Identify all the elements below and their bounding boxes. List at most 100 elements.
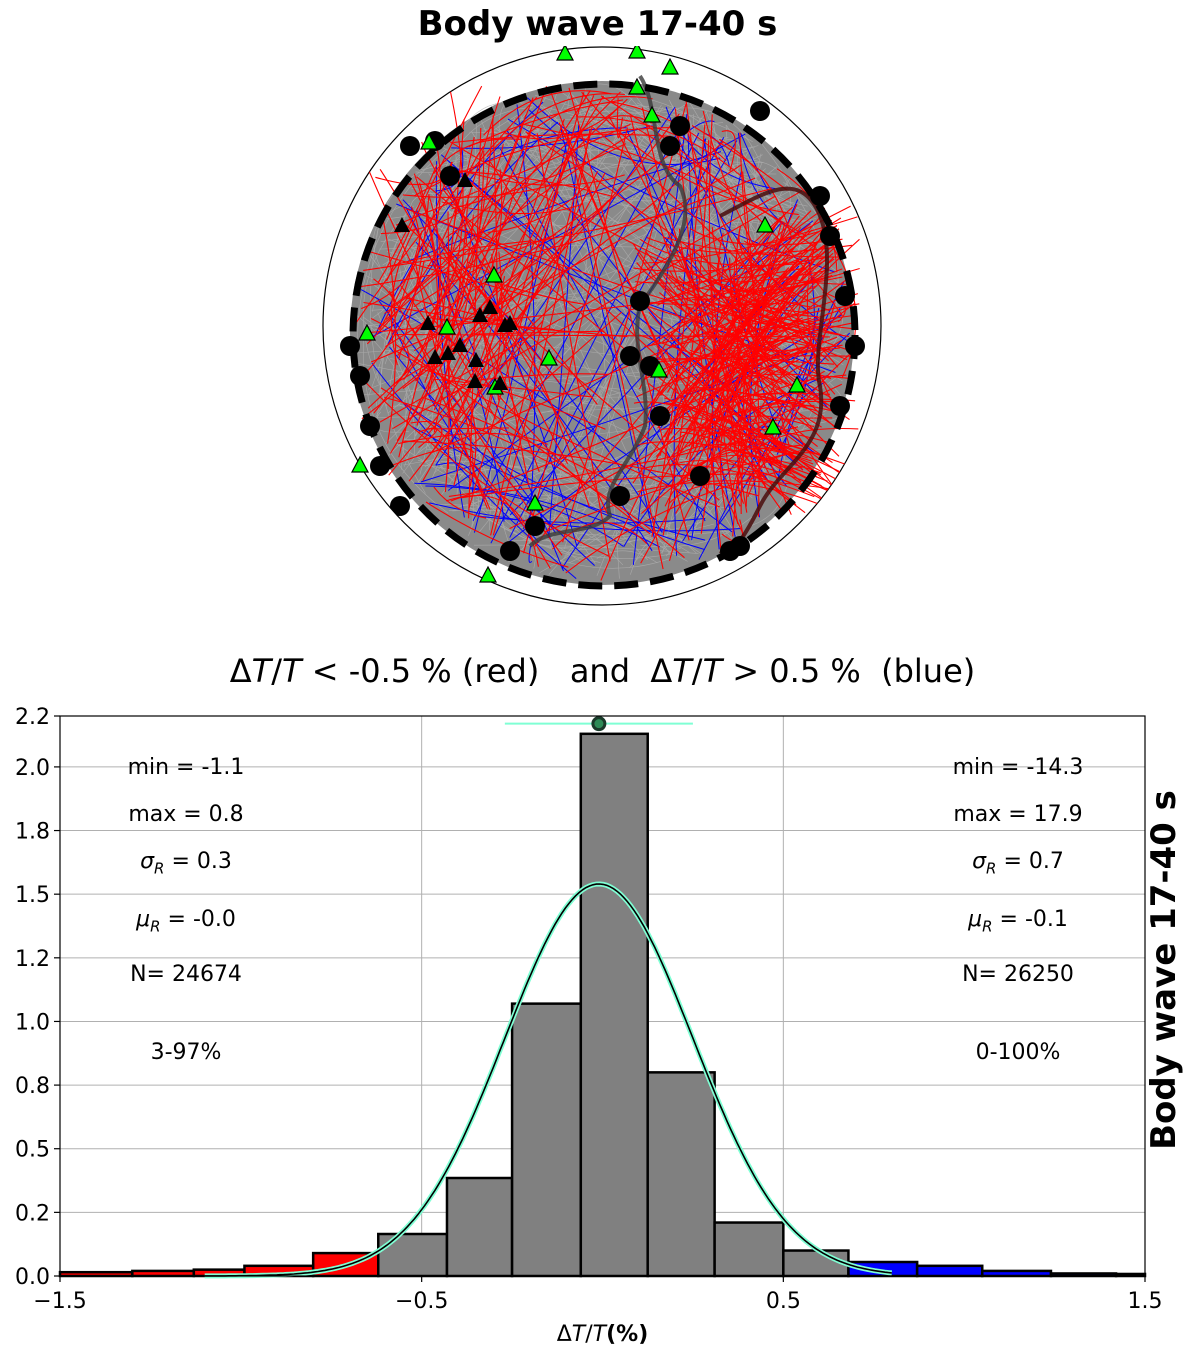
red-ray-path	[669, 270, 825, 337]
red-ray-path	[468, 127, 482, 519]
red-ray-path	[408, 320, 544, 482]
station-marker	[650, 360, 668, 378]
red-ray-path	[523, 127, 629, 554]
red-ray-path	[687, 253, 790, 360]
red-ray-path	[356, 96, 538, 323]
red-ray-path	[711, 227, 848, 361]
red-ray-path	[637, 480, 842, 493]
black-station-marker	[442, 165, 458, 180]
y-tick-label: 0.0	[15, 1265, 50, 1290]
red-ray-path	[425, 427, 509, 430]
x-axis-label: ΔT/T(%)	[556, 1322, 649, 1347]
gaussian-curve	[204, 883, 892, 1277]
plot-frame	[59, 715, 1146, 1277]
red-ray-path	[673, 346, 805, 474]
black-station-marker	[440, 345, 456, 360]
histogram-bar	[579, 732, 649, 1278]
red-ray-path	[386, 85, 483, 282]
red-ray-path	[737, 470, 832, 506]
event-marker	[630, 291, 650, 311]
right-min: min = -14.3	[952, 755, 1084, 780]
red-ray-path	[423, 292, 566, 439]
red-ray-path	[433, 486, 487, 519]
red-ray-path	[445, 129, 583, 406]
red-ray-path	[379, 195, 776, 423]
x-tick-label: 0.5	[766, 1289, 801, 1314]
station-marker	[358, 323, 376, 341]
station-marker	[485, 265, 503, 283]
red-ray-path	[461, 169, 625, 186]
red-ray-path	[398, 96, 501, 458]
red-ray-path	[450, 146, 484, 251]
station-marker	[556, 46, 574, 61]
station-marker	[540, 348, 558, 366]
red-ray-path	[382, 220, 397, 444]
red-ray-path	[669, 305, 822, 428]
coastline	[528, 74, 688, 548]
red-ray-path	[435, 115, 494, 369]
blue-ray-path	[681, 134, 776, 190]
gray-ray-path	[415, 421, 624, 566]
left-n: N= 24674	[130, 962, 242, 987]
event-marker	[620, 346, 640, 366]
red-ray-path	[708, 114, 739, 525]
gray-ray-path	[713, 142, 786, 212]
red-ray-path	[565, 466, 806, 574]
gray-ray-path	[386, 117, 515, 220]
blue-ray-path	[528, 545, 533, 564]
red-ray-path	[363, 188, 772, 271]
blue-ray-path	[435, 462, 474, 493]
red-ray-path	[576, 116, 743, 178]
red-ray-path	[718, 233, 784, 359]
gray-ray-path	[402, 116, 628, 474]
y-tick-label: 0.5	[15, 1138, 50, 1163]
black-station-marker	[427, 349, 443, 364]
red-ray-path	[536, 133, 611, 562]
red-ray-path	[670, 210, 812, 434]
event-marker	[525, 516, 545, 536]
red-ray-path	[446, 90, 464, 294]
red-ray-path	[478, 276, 569, 464]
red-ray-path	[491, 254, 530, 485]
black-station-marker	[472, 307, 488, 322]
red-ray-path	[390, 114, 527, 308]
gray-ray-path	[751, 485, 788, 526]
histogram-title: ΔT/T < -0.5 % (red) and ΔT/T > 0.5 % (bl…	[229, 652, 976, 690]
red-ray-path	[653, 258, 829, 406]
black-station-marker	[457, 172, 473, 187]
red-ray-path	[431, 318, 555, 331]
red-ray-path	[679, 431, 792, 475]
red-ray-path	[720, 355, 792, 443]
histogram-bar	[646, 1071, 716, 1278]
gray-ray-path	[522, 158, 714, 550]
red-ray-path	[458, 387, 477, 487]
red-ray-path	[445, 254, 537, 393]
histogram-bar	[510, 1002, 583, 1278]
y-tick-label: 1.8	[15, 820, 50, 845]
gray-ray-path	[396, 443, 581, 562]
y-tick-label: 2.0	[15, 756, 50, 781]
gray-ray-path	[533, 549, 671, 569]
red-ray-path	[468, 99, 624, 148]
red-ray-path	[636, 262, 783, 327]
red-ray-path	[745, 452, 812, 507]
red-ray-path	[565, 129, 664, 570]
blue-ray-path	[688, 120, 715, 131]
red-paths	[356, 85, 860, 581]
blue-ray-path	[451, 125, 653, 149]
red-ray-path	[735, 225, 840, 457]
event-marker	[670, 116, 690, 136]
gray-ray-path	[428, 503, 681, 549]
red-ray-path	[644, 250, 832, 399]
red-ray-path	[636, 252, 808, 410]
red-ray-path	[482, 251, 503, 432]
red-ray-path	[662, 139, 710, 536]
red-ray-path	[716, 256, 809, 314]
red-ray-path	[736, 238, 830, 312]
blue-ray-path	[687, 134, 736, 537]
event-marker	[610, 486, 630, 506]
station-marker	[643, 105, 661, 123]
red-ray-path	[430, 266, 458, 331]
red-ray-path	[657, 276, 815, 432]
station-marker	[661, 57, 679, 75]
